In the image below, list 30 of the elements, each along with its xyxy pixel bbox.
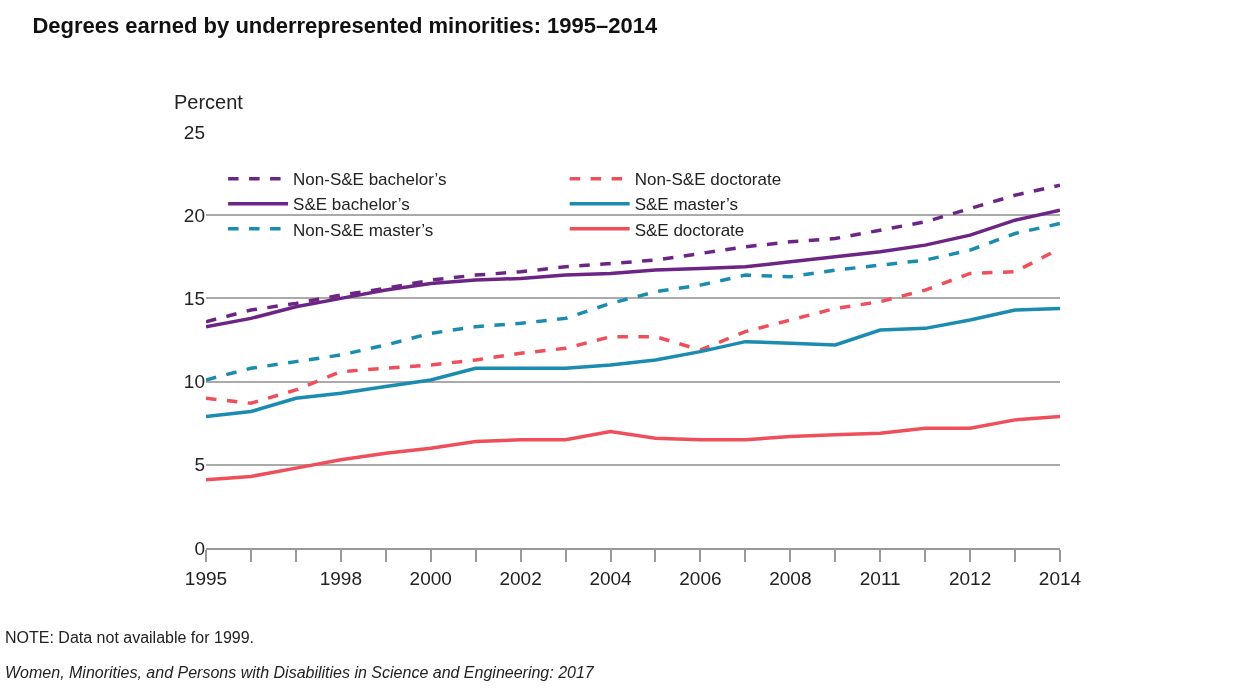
- x-tick-label: 2000: [409, 567, 452, 589]
- y-tick-label: 0: [194, 537, 205, 559]
- line-series: [206, 221, 1060, 382]
- x-tick-label: 2012: [948, 567, 992, 589]
- x-tick-label: 2014: [1038, 567, 1082, 589]
- y-tick-label: 25: [183, 121, 205, 143]
- legend-label: Non-S&E doctorate: [634, 170, 782, 190]
- x-tick-label: 1998: [319, 567, 362, 589]
- y-tick-label: 20: [183, 204, 205, 226]
- y-tick-label: 15: [183, 288, 205, 310]
- y-tick-label: 5: [194, 454, 205, 476]
- line-series: [206, 414, 1060, 482]
- x-tick-label: 2002: [499, 567, 542, 589]
- line-series: [206, 306, 1060, 419]
- text: NOTE: Data not available for 1999.: [5, 629, 255, 646]
- legend-label: S&E bachelor’s: [293, 195, 410, 215]
- y-axis-title: Percent: [174, 91, 244, 113]
- chart-title: Degrees earned by underrepresented minorities: 1995–2014: [32, 12, 658, 38]
- y-tick-label: 10: [183, 371, 205, 393]
- text: Women, Minorities, and Persons with Disabilities in Science and Engineering: 2017: [5, 664, 595, 681]
- x-tick-label: 2011: [859, 567, 901, 589]
- legend-label: Non-S&E master’s: [293, 220, 434, 240]
- legend-label: S&E master’s: [634, 195, 738, 215]
- x-tick-label: 2004: [589, 567, 633, 589]
- x-tick-label: 2008: [769, 567, 812, 589]
- legend-label: S&E doctorate: [634, 220, 745, 240]
- line-series: [206, 183, 1060, 324]
- x-tick-label: 2006: [679, 567, 722, 589]
- legend-label: Non-S&E bachelor’s: [293, 170, 447, 190]
- x-tick-label: 1995: [184, 567, 228, 589]
